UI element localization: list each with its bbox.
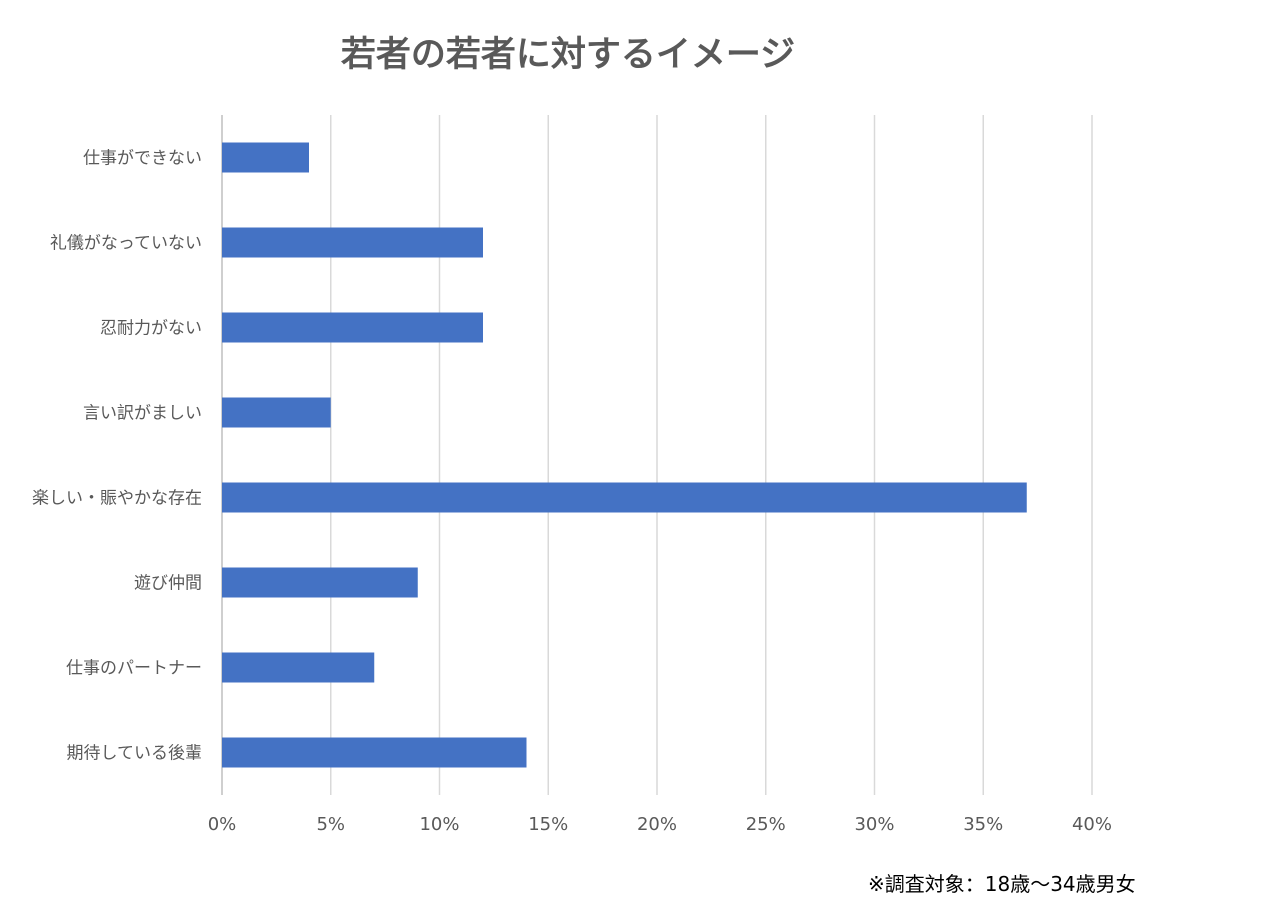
survey-footnote: ※調査対象：18歳～34歳男女 [868,872,1136,896]
bars-group [222,142,1027,768]
category-label: 言い訳がましい [83,404,202,424]
x-tick-label: 40% [1072,814,1112,835]
x-tick-label: 35% [963,814,1003,835]
category-labels: 仕事ができない礼儀がなっていない忍耐力がない言い訳がましい楽しい・賑やかな存在遊… [32,149,202,764]
x-tick-label: 5% [316,814,345,835]
bar [222,737,527,768]
x-tick-label: 30% [854,814,894,835]
category-label: 仕事ができない [83,149,202,169]
bar [222,652,375,683]
chart-title: 若者の若者に対するイメージ [340,35,796,75]
x-tick-label: 15% [528,814,568,835]
x-tick-label: 10% [419,814,459,835]
bar [222,312,483,343]
bar [222,397,331,428]
bar [222,482,1027,513]
category-label: 忍耐力がない [100,319,202,339]
category-label: 期待している後輩 [67,744,203,764]
category-label: 遊び仲間 [134,574,202,594]
grid-lines [221,115,1093,795]
bar [222,567,418,598]
category-label: 仕事のパートナー [66,659,202,679]
x-tick-label: 20% [637,814,677,835]
category-label: 楽しい・賑やかな存在 [32,489,202,509]
x-tick-label: 25% [746,814,786,835]
bar [222,227,483,258]
bar [222,142,309,173]
x-axis-ticks: 0% 5% 10% 15% 20% 25% 30% 35% 40% [208,814,1112,835]
x-tick-label: 0% [208,814,237,835]
category-label: 礼儀がなっていない [50,234,202,254]
